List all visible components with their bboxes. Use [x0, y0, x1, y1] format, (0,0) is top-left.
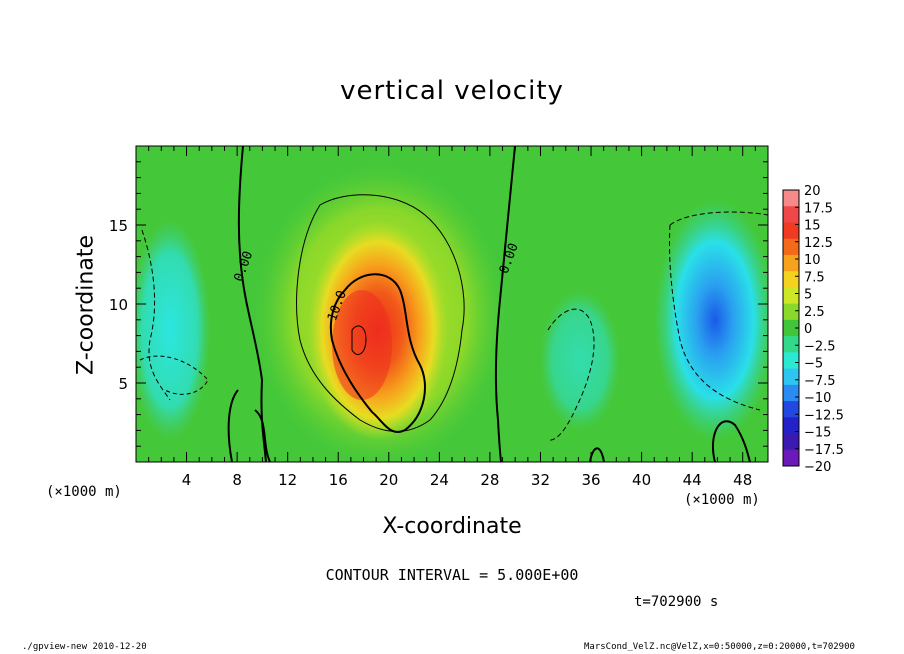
x-tick-label: 44 [683, 471, 702, 489]
x-axis-label: X-coordinate [382, 514, 522, 539]
colorbar-label: 5 [804, 288, 812, 303]
contour-zero-right [494, 146, 516, 462]
y-tick-label: 15 [109, 217, 128, 235]
x-unit-label-right: (×1000 m) [684, 492, 760, 508]
colorbar-swatch [783, 222, 799, 240]
colorbar-swatch [783, 336, 799, 353]
colorbar-label: 17.5 [804, 201, 833, 216]
colorbar-label: 15 [804, 219, 821, 234]
x-tick-label: 32 [531, 471, 550, 489]
colorbar-swatch [783, 384, 799, 402]
colorbar-swatch [783, 449, 799, 467]
x-axis: 4 8 12 16 20 24 28 32 36 40 44 48 [148, 146, 756, 489]
colorbar-label: 2.5 [804, 305, 825, 320]
y-tick-label: 10 [109, 296, 128, 314]
colorbar-label: 10 [804, 253, 821, 268]
contour-neg-left [141, 229, 171, 401]
y-axis-label: Z-coordinate [73, 235, 99, 375]
colorbar-label: −15 [804, 426, 831, 441]
colorbar-swatch [783, 368, 799, 386]
colorbar-swatch [783, 352, 799, 370]
x-tick-label: 20 [379, 471, 398, 489]
colorbar-swatch [783, 206, 799, 223]
colorbar-swatch [783, 254, 799, 272]
colorbar-swatch [783, 238, 799, 256]
colorbar-label: −2.5 [804, 339, 836, 354]
chart-title: vertical velocity [340, 76, 564, 106]
contour-zero-blob-2 [254, 409, 271, 462]
colorbar-label: 0 [804, 322, 812, 337]
colorbar-label: −5 [804, 357, 823, 372]
x-tick-label: 24 [430, 471, 449, 489]
contour-5 [296, 194, 465, 432]
colorbar-label: 20 [804, 184, 821, 199]
contour-zero-blob-1 [227, 389, 239, 462]
colorbar-swatch [783, 271, 799, 288]
footer-right: MarsCond_VelZ.nc@VelZ,x=0:50000,z=0:2000… [584, 642, 855, 652]
colorbar-swatch [783, 319, 799, 337]
colorbar-label: −12.5 [804, 408, 844, 423]
contour-interval-text: CONTOUR INTERVAL = 5.000E+00 [325, 566, 579, 584]
colorbar-swatch [783, 190, 799, 207]
colorbar: 20 17.5 15 12.5 10 7.5 5 2.5 0 −2.5 −5 −7.5 −10 −12.5… [782, 184, 844, 475]
x-tick-label: 8 [232, 471, 242, 489]
footer-left: ./gpview-new 2010-12-20 [22, 642, 147, 652]
contour-neg-right [668, 211, 768, 411]
x-tick-label: 36 [581, 471, 600, 489]
colorbar-swatch [783, 417, 799, 435]
colorbar-swatch [783, 433, 799, 451]
contour-neg-left-2 [139, 355, 209, 395]
colorbar-swatch [783, 303, 799, 321]
colorbar-label: −10 [804, 391, 831, 406]
colorbar-swatch [783, 287, 799, 305]
downdraft-left-fill [136, 220, 210, 440]
x-tick-label: 28 [480, 471, 499, 489]
x-tick-label: 12 [278, 471, 297, 489]
x-tick-label: 4 [182, 471, 192, 489]
contour-15 [351, 325, 367, 355]
downdraft-mid-fill [540, 290, 620, 430]
x-tick-label: 48 [733, 471, 752, 489]
colorbar-label: −17.5 [804, 443, 844, 458]
colorbar-swatch [783, 401, 799, 418]
colorbar-label: 12.5 [804, 236, 833, 251]
colorbar-label: 7.5 [804, 270, 825, 285]
downdraft-right-fill [655, 200, 768, 440]
heatmap-field [136, 146, 768, 462]
contour-zero-blob-3 [711, 420, 751, 462]
y-tick-label: 5 [118, 375, 128, 393]
colorbar-label: −7.5 [804, 374, 836, 389]
contour-10 [329, 273, 426, 433]
x-unit-label: (×1000 m) [46, 484, 122, 500]
x-tick-label: 16 [329, 471, 348, 489]
contour-lines [139, 146, 768, 462]
y-axis: 5 10 15 [109, 161, 768, 447]
colorbar-label: −20 [804, 460, 831, 475]
updraft-max-fill [332, 290, 392, 400]
x-tick-label: 40 [632, 471, 651, 489]
time-label: t=702900 s [634, 594, 719, 610]
